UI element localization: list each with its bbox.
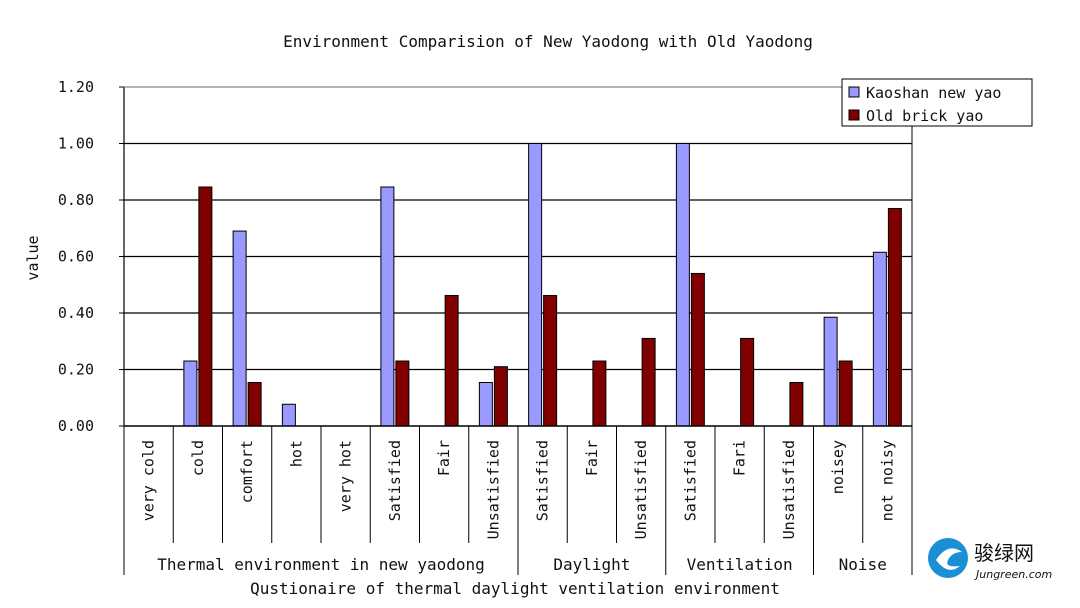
watermark-logo: 骏绿网 Jungreen.com [928, 538, 1052, 581]
x-tick-label: Fari [731, 440, 749, 476]
x-tick-label: Unsatisfied [632, 440, 650, 539]
x-tick-label: Fair [583, 440, 601, 476]
x-tick-label: very cold [140, 440, 158, 521]
x-tick-label: noisey [829, 440, 847, 494]
bar-old-yao [789, 381, 804, 427]
bar-old-yao [543, 294, 558, 427]
x-tick-label: Satisfied [386, 440, 404, 521]
y-tick-label: 0.20 [58, 361, 94, 379]
bar-new-yao [183, 360, 198, 427]
legend: Kaoshan new yao Old brick yao [841, 78, 1033, 127]
bar-old-yao [887, 207, 902, 427]
bar-old-yao [641, 337, 656, 427]
legend-label: Kaoshan new yao [866, 84, 1001, 102]
y-tick-label: 0.40 [58, 304, 94, 322]
bars [183, 143, 902, 427]
watermark-url: Jungreen.com [974, 568, 1052, 581]
y-tick-label: 1.20 [58, 78, 94, 96]
bar-new-yao [281, 403, 296, 427]
bar-new-yao [528, 143, 543, 427]
bar-new-yao [675, 143, 690, 427]
x-group-label: Thermal environment in new yaodong [157, 555, 485, 574]
bar-old-yao [740, 337, 755, 427]
bar-new-yao [232, 230, 247, 427]
bar-old-yao [198, 186, 213, 427]
y-tick-label: 0.00 [58, 417, 94, 435]
bar-new-yao [478, 381, 493, 427]
bar-new-yao [872, 251, 887, 427]
x-tick-label: cold [189, 440, 207, 476]
x-tick-label: Satisfied [534, 440, 552, 521]
bar-old-yao [395, 360, 410, 427]
bar-old-yao [838, 360, 853, 427]
x-tick-label: Satisfied [681, 440, 699, 521]
x-tick-label: not noisy [878, 440, 896, 521]
bar-old-yao [493, 366, 508, 427]
watermark-name: 骏绿网 [974, 541, 1034, 565]
bar-old-yao [444, 294, 459, 427]
x-tick-label: Fair [435, 440, 453, 476]
legend-label: Old brick yao [866, 107, 983, 125]
legend-box [841, 78, 1033, 127]
x-tick-label: Unsatisfied [780, 440, 798, 539]
x-axis-label: Qustionaire of thermal daylight ventilat… [250, 579, 780, 598]
x-group-label: Daylight [553, 555, 630, 574]
bar-old-yao [592, 360, 607, 427]
y-tick-label: 0.80 [58, 191, 94, 209]
x-group-label: Noise [839, 555, 887, 574]
bar-old-yao [247, 381, 262, 427]
x-tick-label: comfort [238, 440, 256, 503]
legend-swatch [848, 109, 860, 121]
bar-new-yao [380, 186, 395, 427]
y-tick-label: 1.00 [58, 135, 94, 153]
x-tick-label: hot [287, 440, 305, 467]
y-axis: 0.00 0.20 0.40 0.60 0.80 1.00 1.20 [58, 78, 913, 435]
y-tick-label: 0.60 [58, 248, 94, 266]
bar-new-yao [823, 316, 838, 427]
x-tick-label: Unsatisfied [484, 440, 502, 539]
chart-title: Environment Comparision of New Yaodong w… [283, 32, 813, 51]
legend-swatch [848, 86, 860, 98]
x-group-label: Ventilation [687, 555, 793, 574]
bar-old-yao [690, 272, 705, 427]
x-axis: very cold cold comfort hot very hot Satisfied… [123, 425, 913, 575]
x-tick-label: very hot [337, 440, 355, 512]
y-axis-label: value [24, 235, 42, 280]
